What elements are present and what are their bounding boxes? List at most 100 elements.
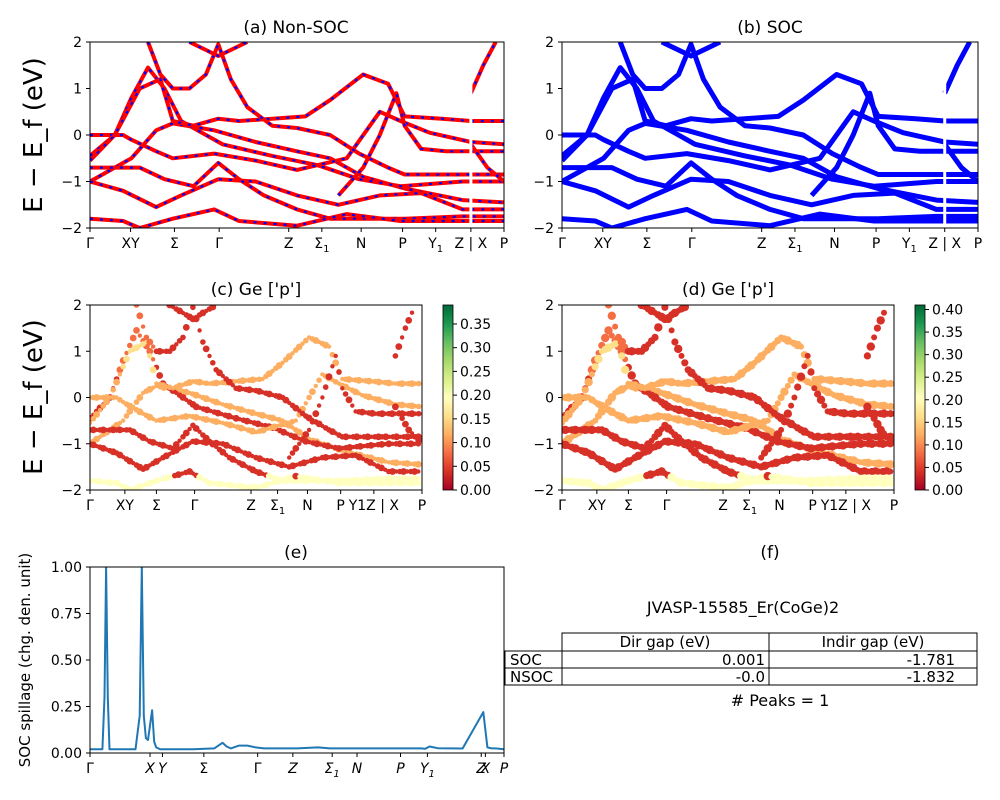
projected-point	[302, 431, 310, 438]
projected-point	[140, 324, 146, 329]
panel-a-xtick-label: Σ	[170, 236, 179, 252]
projected-point	[146, 338, 154, 346]
projected-point	[798, 343, 804, 350]
projected-point	[332, 359, 340, 367]
projected-point	[866, 342, 875, 351]
colorbar-tick-label: 0.15	[460, 412, 491, 428]
panel-d-xtick-label: Γ	[558, 498, 566, 514]
projected-point	[412, 441, 417, 446]
panel-d-xtick-label: XY	[588, 498, 607, 514]
projected-point	[584, 377, 593, 387]
projected-point	[180, 334, 186, 341]
projected-point	[324, 442, 332, 450]
projected-point	[801, 363, 808, 370]
panel-e-xtick-label: P	[396, 761, 405, 777]
projected-point	[150, 416, 156, 422]
projected-point	[299, 436, 306, 442]
soc-band	[809, 90, 978, 198]
projected-point	[863, 402, 872, 411]
projected-point	[415, 480, 422, 486]
projected-point	[206, 479, 213, 487]
projected-point	[316, 377, 322, 384]
panel-a-ytick-label: −1	[61, 175, 82, 191]
projected-point	[681, 359, 689, 367]
projected-point	[325, 373, 333, 381]
projected-point	[787, 376, 795, 384]
projected-point	[358, 434, 363, 439]
panel-d-xtick-label: Γ	[663, 498, 671, 514]
projected-point	[309, 419, 316, 425]
panel-b-xtick-label: P	[872, 236, 880, 252]
panel-a-xtick-label: XY	[121, 236, 140, 252]
projected-point	[821, 402, 828, 409]
panel-b-xtick-label: Z | X	[928, 236, 961, 252]
panel-f: (f) JVASP-15585_Er(CoGe)2 Dir gap (eV) I…	[504, 543, 978, 710]
soc-band-overlay	[146, 42, 504, 176]
projected-point	[216, 480, 224, 488]
colorbar-tick-label: 0.30	[932, 348, 963, 364]
projected-point	[399, 415, 405, 422]
projected-point	[886, 460, 894, 469]
soc-band	[660, 42, 722, 59]
colorbar-tick-label: 0.20	[460, 388, 491, 404]
projected-point	[780, 418, 789, 426]
panel-c-title: (c) Ge ['p']	[211, 280, 301, 300]
projected-point	[150, 344, 156, 349]
projected-point	[627, 371, 636, 380]
projected-point	[124, 350, 129, 356]
projected-point	[783, 409, 792, 418]
projected-point	[238, 482, 246, 490]
colorbar-tick-label: 0.35	[932, 325, 963, 341]
panel-b-xtick-label: P	[974, 236, 982, 252]
projected-point	[409, 310, 415, 315]
projected-point	[408, 380, 416, 387]
table-header-indir-gap: Indir gap (eV)	[822, 633, 925, 651]
table-cell-soc-dir: 0.001	[722, 651, 765, 669]
projected-point	[322, 384, 329, 390]
projected-point	[807, 368, 815, 376]
panel-e-xtick-label: Z	[287, 761, 298, 777]
panel-d-xtick-label: P	[808, 498, 816, 514]
projected-point	[226, 378, 233, 386]
projected-point	[366, 479, 374, 487]
soc-band	[942, 42, 972, 95]
panel-e-xtick-label: N	[352, 761, 363, 777]
projected-point	[400, 468, 407, 475]
projected-point	[100, 403, 107, 409]
soc-band-overlay	[470, 143, 504, 183]
projected-point	[618, 352, 626, 360]
projected-point	[768, 440, 775, 447]
projected-point	[312, 410, 320, 418]
y-axis-label-middle: E − E_f (eV)	[19, 319, 49, 475]
nsoc-band	[469, 42, 498, 95]
projected-point	[607, 311, 616, 320]
colorbar-tick-label: 0.05	[932, 460, 963, 476]
panel-b-title: (b) SOC	[737, 18, 803, 38]
projected-point	[207, 353, 212, 359]
panel-c-xtick-label: Σ1	[270, 498, 285, 517]
projected-point	[309, 388, 316, 396]
projected-point	[777, 393, 785, 402]
projected-point	[280, 360, 285, 365]
projected-point	[581, 386, 589, 394]
projected-point	[182, 429, 190, 437]
panel-a-xtick-label: P	[500, 236, 508, 252]
panel-a-xtick-label: Γ	[86, 236, 94, 252]
panel-a-xtick-label: Σ1	[314, 236, 329, 255]
projected-point	[197, 429, 202, 434]
colorbar-tick-label: 0.30	[460, 341, 491, 357]
projected-point	[863, 352, 872, 360]
colorbar-tick-label: 0.10	[932, 438, 963, 454]
projected-point	[326, 344, 332, 349]
table-cell-nsoc-indir: -1.832	[907, 668, 955, 686]
projected-point	[227, 481, 235, 489]
projected-point	[220, 373, 225, 379]
projected-point	[316, 403, 322, 408]
projected-point	[405, 469, 410, 474]
projected-point	[654, 323, 663, 332]
projected-point	[182, 324, 190, 331]
projected-point	[408, 479, 415, 487]
projected-point	[340, 386, 345, 391]
